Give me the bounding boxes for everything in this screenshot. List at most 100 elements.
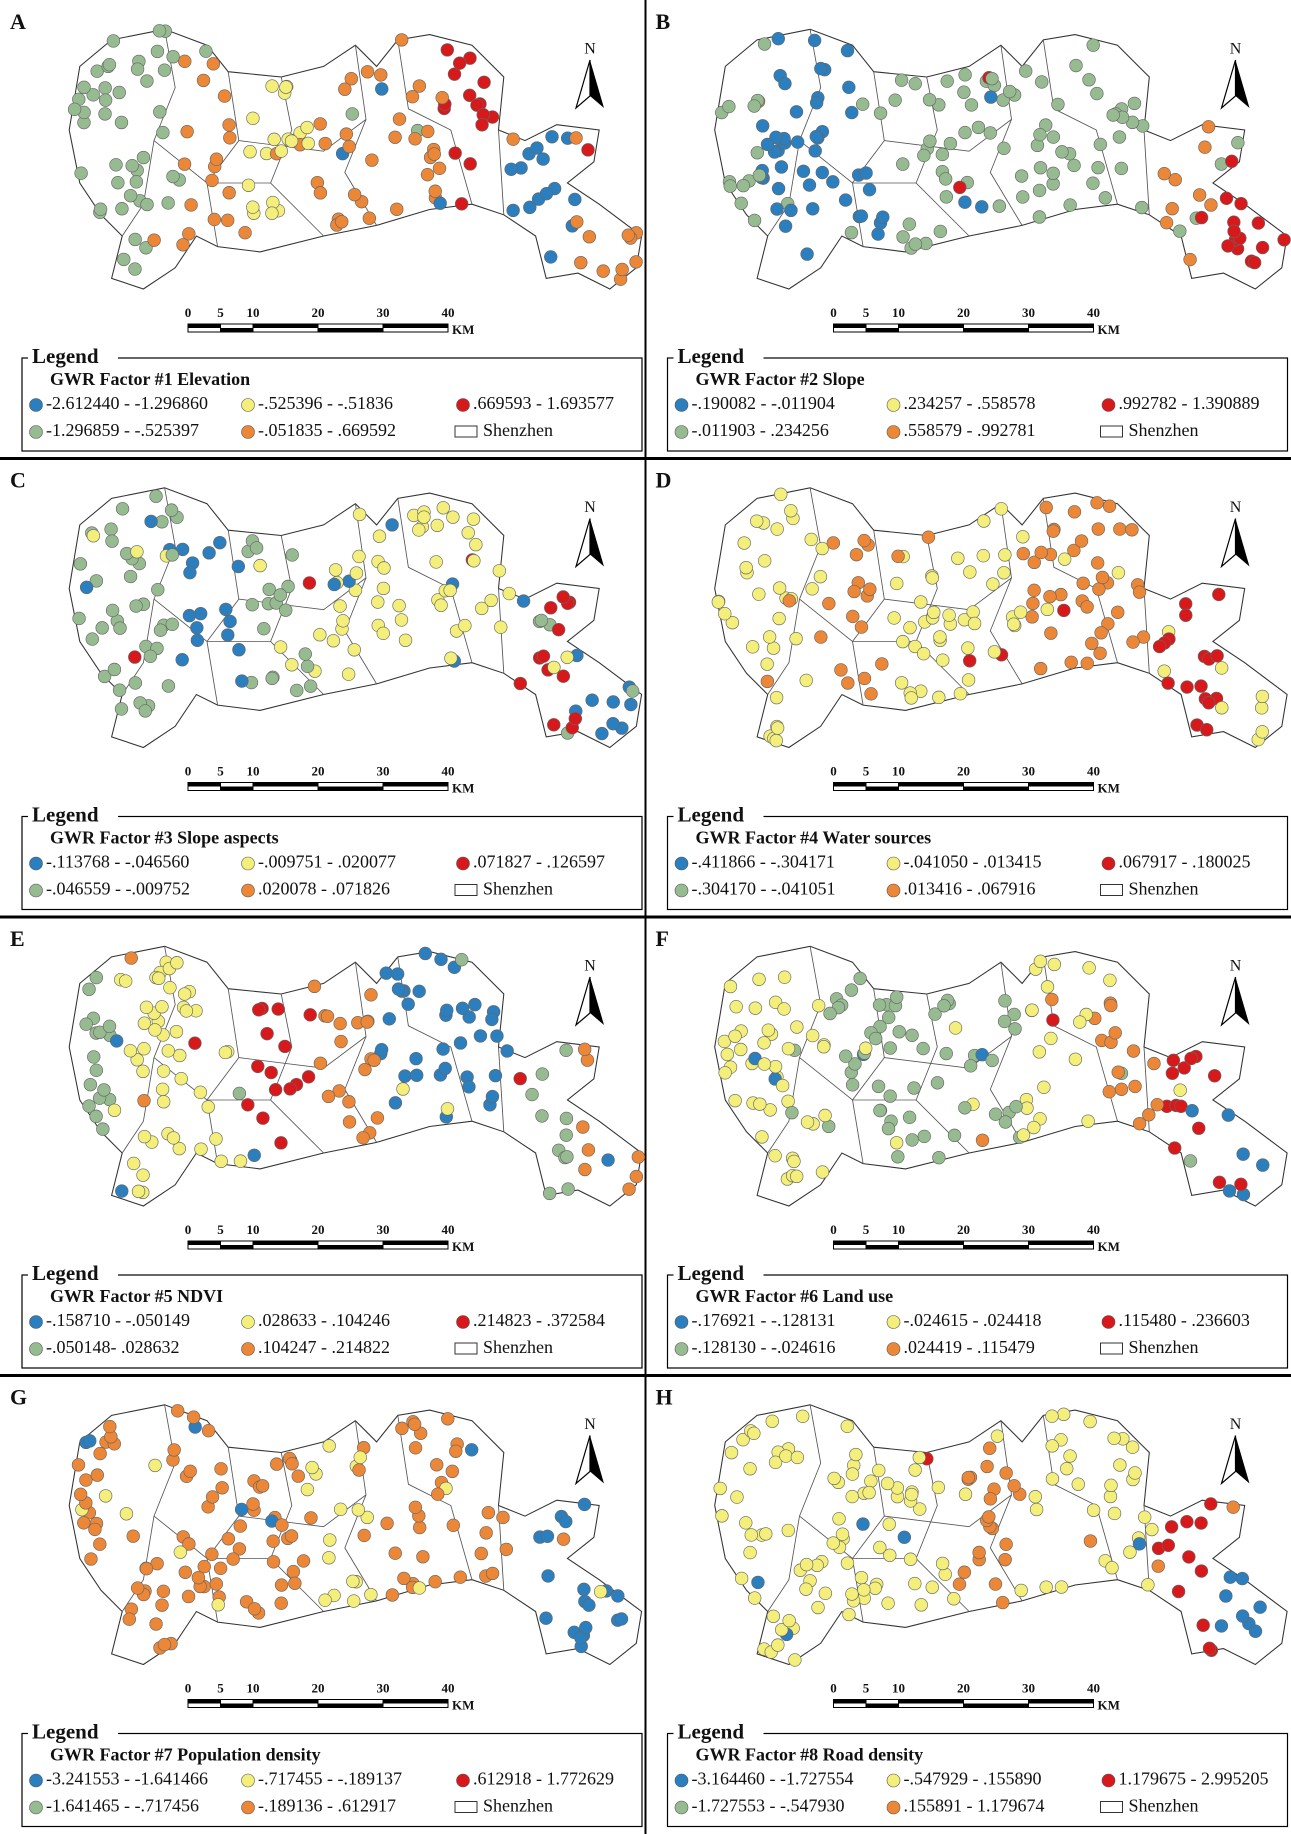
legend-box (21, 1732, 643, 1828)
sample-point (1067, 543, 1081, 558)
sample-point (787, 1154, 801, 1169)
sample-point (165, 617, 179, 631)
sample-point (307, 979, 322, 994)
sample-point (401, 997, 415, 1011)
sample-point (211, 1598, 225, 1612)
sample-point (1184, 1051, 1198, 1066)
sample-point (936, 653, 950, 667)
sample-point (255, 1479, 270, 1493)
sample-point (194, 1142, 208, 1156)
legend-symbol (1101, 398, 1116, 412)
sample-point (98, 81, 112, 95)
sample-point (112, 683, 127, 697)
scale-segment (318, 786, 383, 791)
sample-point (1207, 1069, 1222, 1083)
scale-label: 40 (442, 763, 455, 778)
scale-label: 30 (377, 305, 390, 320)
sample-point (856, 97, 870, 111)
sample-point (79, 580, 94, 595)
sample-point (1008, 1022, 1022, 1036)
legend-symbol (241, 1773, 255, 1788)
panel-letter: C (10, 468, 26, 493)
legend-symbol (456, 398, 470, 412)
sample-point (220, 213, 235, 227)
sample-point (1132, 1537, 1147, 1551)
sample-point (320, 1009, 335, 1023)
sample-point (97, 669, 112, 684)
sample-point (902, 217, 917, 231)
sample-point (449, 1444, 463, 1458)
sample-point (805, 1028, 820, 1043)
district-line (1042, 39, 1118, 205)
legend-symbol (886, 1800, 901, 1815)
sample-point (815, 165, 829, 180)
sample-point (429, 555, 443, 569)
sample-point (300, 1482, 315, 1497)
sample-point (540, 1529, 555, 1543)
sample-point (155, 1000, 169, 1014)
boundary (714, 945, 1288, 1207)
sample-point (155, 1598, 169, 1612)
sample-point (1103, 1489, 1118, 1504)
sample-point (1046, 524, 1060, 538)
sample-point (157, 63, 172, 77)
sample-point (569, 131, 583, 145)
sample-point (1221, 1108, 1236, 1122)
sample-point (410, 1068, 424, 1082)
sample-point (1007, 1479, 1021, 1493)
sample-point (1256, 1158, 1270, 1172)
scale-segment (963, 328, 1029, 332)
sample-point (964, 98, 979, 112)
panel-letter: D (656, 468, 672, 493)
sample-point (1150, 1098, 1164, 1112)
scale-label: 5 (863, 305, 870, 320)
sample-point (1253, 1600, 1267, 1614)
panel-letter: H (656, 1385, 673, 1410)
sample-point (1173, 1083, 1187, 1097)
sample-point (412, 523, 426, 537)
sample-point (953, 687, 968, 701)
sample-point (207, 212, 222, 227)
sample-point (332, 1084, 346, 1098)
legend-label: .013416 - .067916 (904, 879, 1036, 899)
sample-point (922, 93, 937, 107)
factor-title: GWR Factor #1 Elevation (50, 369, 250, 389)
sample-point (285, 658, 299, 672)
sample-point (221, 628, 235, 642)
sample-point (1081, 1114, 1095, 1128)
sample-point (912, 1450, 926, 1465)
sample-point (126, 1529, 140, 1543)
sample-point (190, 621, 204, 635)
sample-point (1151, 1559, 1165, 1573)
sample-point (811, 1600, 825, 1615)
scale-unit: KM (452, 1239, 474, 1254)
sample-point (994, 502, 1008, 516)
sample-point (1064, 655, 1078, 669)
north-arrow (1235, 518, 1250, 567)
sample-point (388, 130, 402, 144)
sample-point (267, 132, 281, 147)
map (68, 487, 643, 749)
north-arrow (1235, 60, 1250, 108)
sample-point (908, 1463, 922, 1477)
legend-label: Shenzhen (1129, 420, 1199, 440)
sample-point (883, 1041, 897, 1055)
sample-point (427, 147, 441, 161)
sample-point (181, 1589, 196, 1604)
sample-point (883, 1548, 897, 1562)
sample-point (335, 215, 349, 229)
sample-point (951, 551, 965, 565)
sample-point (757, 1036, 771, 1050)
sample-point (871, 1079, 886, 1094)
district-line (884, 1494, 1012, 1528)
sample-point (1107, 1506, 1122, 1521)
sample-point (499, 1542, 513, 1557)
sample-point (614, 1612, 629, 1626)
legend-label: .214823 - .372584 (473, 1310, 605, 1330)
scale-label: 20 (957, 1680, 970, 1695)
sample-point (957, 85, 971, 99)
sample-point (1003, 84, 1017, 99)
sample-point (570, 215, 584, 229)
sample-point (151, 583, 165, 597)
sample-point (842, 1607, 856, 1622)
